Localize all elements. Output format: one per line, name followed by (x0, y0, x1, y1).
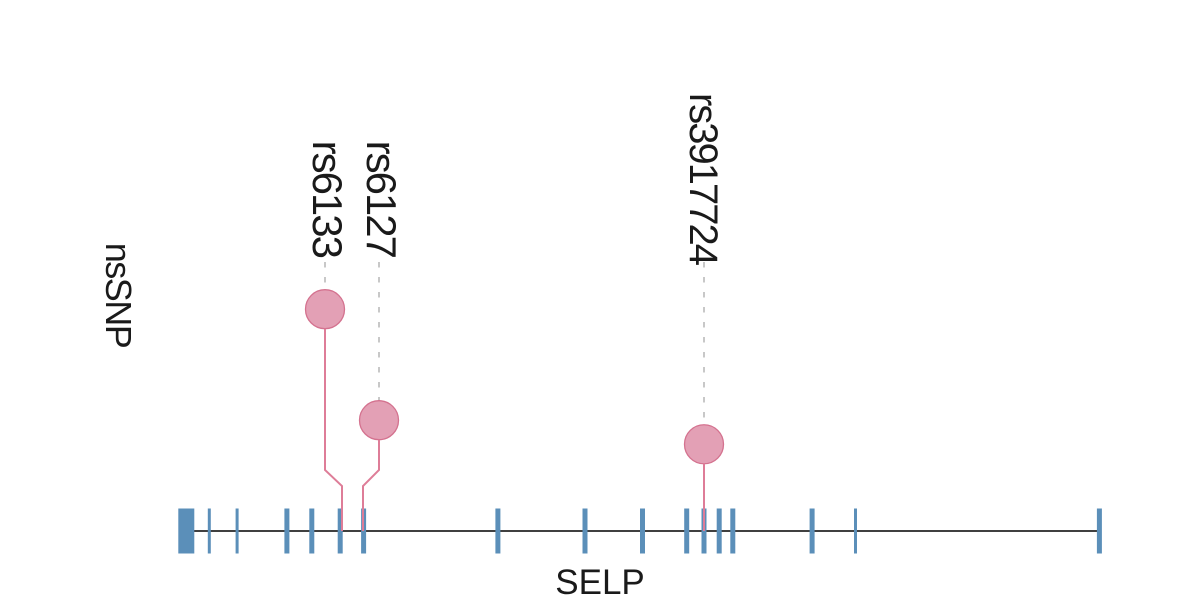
svg-text:rs6133: rs6133 (304, 141, 351, 258)
svg-text:rs3917724: rs3917724 (681, 93, 725, 266)
svg-text:SELP: SELP (555, 563, 645, 600)
svg-text:nsSNP: nsSNP (98, 243, 139, 348)
svg-text:rs6127: rs6127 (358, 141, 405, 258)
